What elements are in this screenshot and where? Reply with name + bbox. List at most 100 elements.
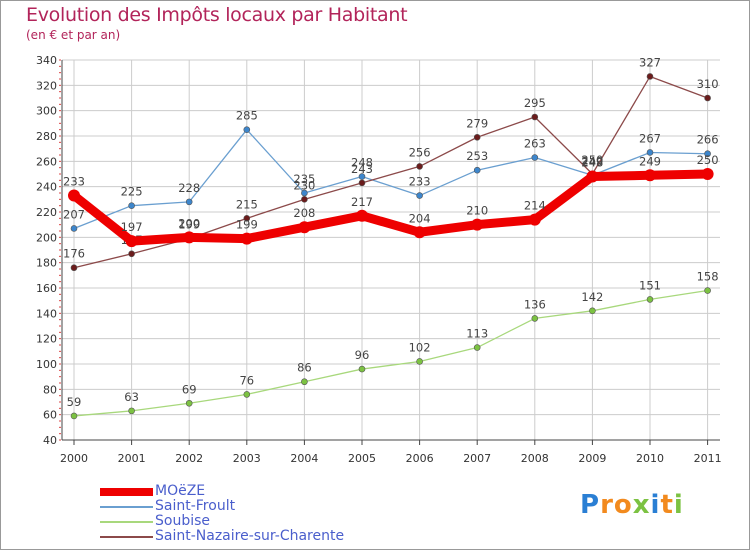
y-minor-tick xyxy=(59,363,61,365)
y-tick-label: 80 xyxy=(43,383,57,396)
data-label: 250 xyxy=(581,153,603,167)
y-tick-label: 220 xyxy=(36,206,57,219)
data-label: 310 xyxy=(697,77,719,91)
y-minor-tick xyxy=(59,224,61,226)
data-label: 63 xyxy=(124,390,139,404)
data-point xyxy=(646,73,654,80)
x-tick-label: 2007 xyxy=(463,452,491,465)
data-label: 151 xyxy=(639,278,661,292)
y-minor-tick xyxy=(59,110,61,112)
data-label: 86 xyxy=(297,361,312,375)
y-minor-tick xyxy=(59,306,61,308)
data-label: 253 xyxy=(466,149,488,163)
y-minor-tick xyxy=(59,407,61,409)
data-label: 96 xyxy=(355,348,370,362)
data-point xyxy=(416,358,423,365)
data-point xyxy=(128,202,135,209)
legend-swatch xyxy=(100,536,153,538)
y-minor-tick xyxy=(59,249,61,251)
y-minor-tick xyxy=(59,350,61,352)
y-minor-tick xyxy=(59,426,61,428)
y-minor-tick xyxy=(59,287,61,289)
y-minor-tick xyxy=(59,59,61,61)
legend-label: Saint-Froult xyxy=(155,498,236,514)
data-label: 295 xyxy=(524,96,546,110)
data-label: 199 xyxy=(178,218,200,232)
data-point xyxy=(243,215,251,222)
y-minor-tick xyxy=(59,395,61,397)
data-point xyxy=(68,189,80,202)
legend-swatch xyxy=(100,488,153,496)
y-minor-tick xyxy=(59,97,61,99)
y-minor-tick xyxy=(59,319,61,321)
y-minor-tick xyxy=(59,344,61,346)
legend-label: MOëZE xyxy=(155,483,206,499)
data-point xyxy=(589,307,596,315)
data-label: 59 xyxy=(67,395,82,409)
data-point xyxy=(243,391,251,398)
y-tick-label: 320 xyxy=(36,79,57,92)
x-tick-label: 2003 xyxy=(233,452,261,465)
data-point xyxy=(358,179,366,187)
data-label: 208 xyxy=(293,206,315,220)
data-point xyxy=(646,149,654,156)
data-label: 256 xyxy=(409,145,431,159)
data-label: 215 xyxy=(236,197,258,211)
data-label: 113 xyxy=(466,327,488,341)
data-label: 327 xyxy=(639,55,661,69)
y-minor-tick xyxy=(59,179,61,181)
legend-swatch xyxy=(100,506,153,508)
y-tick-label: 160 xyxy=(36,282,57,295)
y-minor-tick xyxy=(59,148,61,150)
logo-letter: r xyxy=(600,490,614,520)
data-label: 199 xyxy=(236,218,258,232)
data-point xyxy=(185,198,193,206)
y-minor-tick xyxy=(59,205,61,207)
y-minor-tick xyxy=(59,103,61,105)
y-minor-tick xyxy=(59,376,61,378)
data-label: 243 xyxy=(351,162,373,176)
data-label: 230 xyxy=(293,178,315,192)
data-label: 158 xyxy=(697,270,719,284)
data-label: 200 xyxy=(178,216,200,230)
y-minor-tick xyxy=(59,167,61,169)
logo-letter: P xyxy=(580,490,601,520)
x-tick-label: 2008 xyxy=(521,452,549,465)
legend-label: Saint-Nazaire-sur-Charente xyxy=(155,528,345,544)
y-minor-tick xyxy=(59,331,61,333)
chart-subtitle: (en € et par an) xyxy=(26,28,121,42)
data-label: 267 xyxy=(639,131,661,145)
data-label: 285 xyxy=(236,109,258,123)
data-point xyxy=(416,192,423,199)
data-point xyxy=(471,218,484,231)
y-minor-tick xyxy=(59,122,61,124)
y-minor-tick xyxy=(59,433,61,435)
data-label: 102 xyxy=(409,340,431,354)
y-minor-tick xyxy=(59,274,61,276)
y-minor-tick xyxy=(59,116,61,118)
y-tick-label: 140 xyxy=(36,307,57,320)
data-label: 76 xyxy=(239,373,254,387)
data-point xyxy=(243,126,251,133)
x-tick-label: 2009 xyxy=(578,452,606,465)
data-label: 69 xyxy=(182,382,197,396)
data-point xyxy=(128,250,135,258)
y-minor-tick xyxy=(59,293,61,295)
data-point xyxy=(301,378,308,386)
logo-letter: o xyxy=(613,490,633,520)
data-label: 248 xyxy=(581,156,603,170)
y-minor-tick xyxy=(59,135,61,137)
y-minor-tick xyxy=(59,262,61,264)
y-minor-tick xyxy=(59,439,61,441)
data-label: 176 xyxy=(63,247,85,261)
y-minor-tick xyxy=(59,243,61,245)
data-label: 214 xyxy=(524,199,546,213)
y-minor-tick xyxy=(59,154,61,156)
logo-letter: i xyxy=(650,490,661,520)
y-minor-tick xyxy=(59,129,61,131)
y-minor-tick xyxy=(59,160,61,162)
data-label: 266 xyxy=(697,133,719,147)
x-tick-label: 2010 xyxy=(636,452,664,465)
data-label: 263 xyxy=(524,137,546,151)
